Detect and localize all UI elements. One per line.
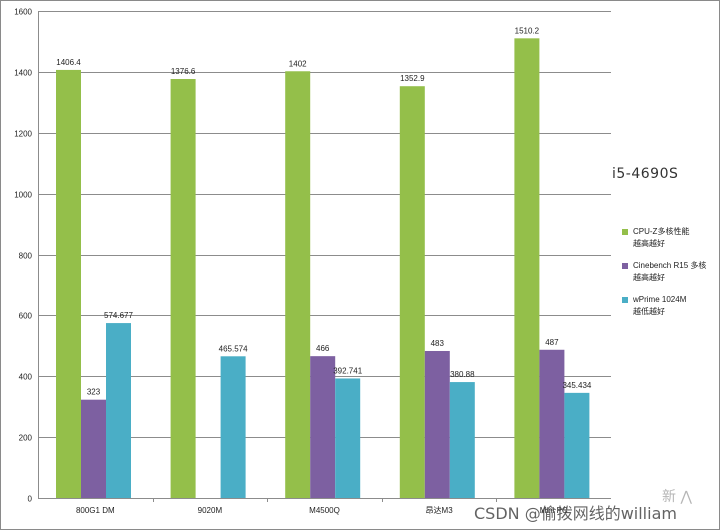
data-label: 483: [431, 339, 445, 348]
bar: [106, 323, 131, 498]
bar: [449, 382, 475, 498]
data-label: 466: [316, 344, 330, 353]
bar: [399, 86, 425, 498]
y-tick-label: 1200: [14, 130, 32, 139]
x-tick-label: 9020M: [198, 506, 223, 515]
data-label: 1376.6: [171, 67, 196, 76]
bar: [81, 399, 106, 498]
legend-swatch-cpuz: [622, 229, 628, 235]
legend-label-cpuz: CPU-Z多核性能 越高越好: [633, 227, 690, 248]
data-label: 1510.2: [515, 26, 540, 35]
data-label: 323: [87, 388, 101, 397]
data-label: 487: [545, 338, 559, 347]
bar: [539, 349, 565, 498]
corner-watermark: 新 ⋀: [662, 489, 692, 505]
legend-swatch-wprime: [622, 297, 628, 303]
y-tick-label: 0: [28, 495, 33, 504]
bar: [220, 356, 246, 498]
legend-swatch-cinebench: [622, 263, 628, 269]
x-tick-label: 800G1 DM: [76, 506, 115, 515]
legend-item-wprime: wPrime 1024M 越低越好: [622, 294, 718, 318]
chart-title: i5-4690S: [612, 166, 679, 182]
bar: [56, 69, 81, 498]
data-label: 1406.4: [56, 58, 81, 67]
bar: [285, 71, 311, 499]
y-tick-label: 1400: [14, 69, 32, 78]
data-label: 380.88: [450, 370, 475, 379]
y-tick-label: 1000: [14, 191, 32, 200]
data-label: 345.434: [562, 381, 591, 390]
data-label: 1402: [289, 59, 307, 68]
y-tick-label: 200: [19, 434, 33, 443]
bar: [564, 392, 590, 498]
legend: CPU-Z多核性能 越高越好 Cinebench R15 多核 越高越好 wPr…: [622, 226, 718, 328]
data-label: 1352.9: [400, 74, 425, 83]
x-tick-label: 昂达M3: [426, 505, 454, 515]
bar: [424, 350, 450, 498]
legend-item-cpuz: CPU-Z多核性能 越高越好: [622, 226, 718, 250]
bar: [170, 78, 196, 498]
x-tick-label: Mini PC: [540, 506, 568, 515]
bar: [310, 356, 336, 498]
bar: [335, 378, 361, 498]
bar: [514, 38, 540, 498]
y-tick-label: 400: [19, 373, 33, 382]
y-tick-label: 800: [19, 252, 33, 261]
watermark-text: CSDN @偷拨网线的william: [474, 504, 677, 523]
y-tick-label: 600: [19, 312, 33, 321]
data-label: 465.574: [219, 344, 248, 353]
legend-label-wprime: wPrime 1024M 越低越好: [633, 295, 687, 316]
y-tick-label: 1600: [14, 8, 32, 17]
legend-item-cinebench: Cinebench R15 多核 越高越好: [622, 260, 718, 284]
data-label: 392.741: [333, 366, 362, 375]
data-label: 574.677: [104, 311, 133, 320]
legend-label-cinebench: Cinebench R15 多核 越高越好: [633, 261, 707, 282]
x-tick-label: M4500Q: [309, 506, 340, 515]
